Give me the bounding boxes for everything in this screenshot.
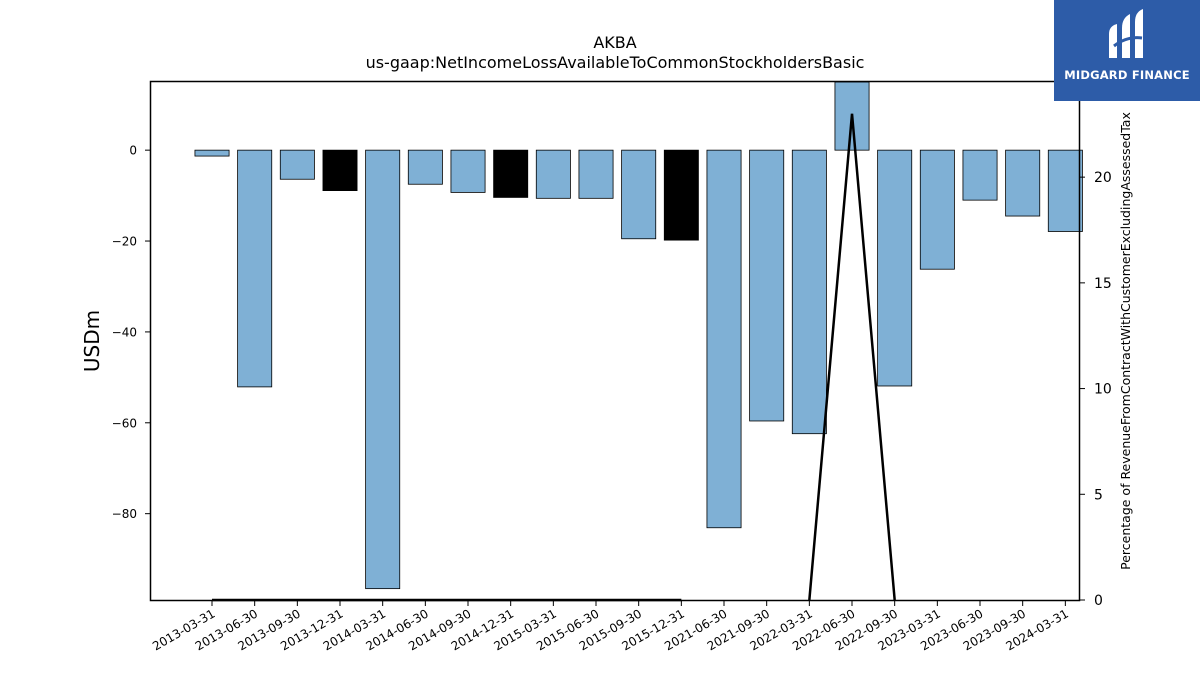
line-segment-1 bbox=[808, 113, 896, 601]
x-axis-ticks: 2013-03-312013-06-302013-09-302013-12-31… bbox=[150, 600, 1071, 653]
chart-title: AKBA bbox=[593, 33, 636, 52]
bar-2015-12-31 bbox=[663, 149, 699, 241]
y2-axis-ticks: 0 5 10 15 20 bbox=[1079, 170, 1112, 609]
bar-2013-12-31 bbox=[322, 149, 358, 191]
y2-tick-label: 20 bbox=[1094, 170, 1112, 186]
bar-2023-06-30 bbox=[962, 149, 998, 201]
y-axis-label: USDm bbox=[80, 310, 104, 372]
y2-tick-label: 5 bbox=[1094, 487, 1103, 503]
chart-subtitle: us-gaap:NetIncomeLossAvailableToCommonSt… bbox=[366, 53, 865, 72]
bar-2021-09-30 bbox=[749, 149, 785, 422]
logo-text: MIDGARD FINANCE bbox=[1064, 68, 1190, 82]
y-tick-label: −60 bbox=[112, 416, 137, 430]
y-tick-label: 0 bbox=[129, 144, 137, 158]
bar-2013-09-30 bbox=[279, 149, 315, 180]
y-tick-label: −20 bbox=[112, 235, 137, 249]
bar-2015-06-30 bbox=[578, 149, 614, 199]
bar-2023-09-30 bbox=[1005, 149, 1041, 217]
bar-2022-09-30 bbox=[877, 149, 913, 387]
y2-tick-label: 10 bbox=[1094, 382, 1112, 398]
y-tick-label: −40 bbox=[112, 325, 137, 339]
bar-2013-03-31 bbox=[194, 149, 230, 157]
bar-2024-03-31 bbox=[1047, 149, 1083, 232]
plot-frame bbox=[149, 80, 1081, 602]
bar-2015-09-30 bbox=[621, 149, 657, 240]
bar-2022-03-31 bbox=[791, 149, 827, 435]
bar-2014-06-30 bbox=[407, 149, 443, 185]
y-tick-label: −80 bbox=[112, 507, 137, 521]
y2-tick-label: 15 bbox=[1094, 276, 1112, 292]
y2-axis-label: Percentage of RevenueFromContractWithCus… bbox=[1118, 112, 1133, 570]
midgard-finance-logo: MIDGARD FINANCE bbox=[1054, 0, 1200, 101]
bars-group bbox=[194, 81, 1083, 590]
bar-2015-03-31 bbox=[535, 149, 571, 199]
bar-2014-03-31 bbox=[365, 149, 401, 590]
y2-tick-label: 0 bbox=[1094, 593, 1103, 609]
bar-2023-03-31 bbox=[919, 149, 955, 270]
bar-2013-06-30 bbox=[237, 149, 273, 388]
bar-2014-09-30 bbox=[450, 149, 486, 193]
bar-2021-06-30 bbox=[706, 149, 742, 529]
bar-2014-12-31 bbox=[493, 149, 529, 198]
logo-mark-icon bbox=[1109, 9, 1143, 58]
y-axis-ticks: 0 −20 −40 −60 −80 bbox=[112, 144, 151, 521]
